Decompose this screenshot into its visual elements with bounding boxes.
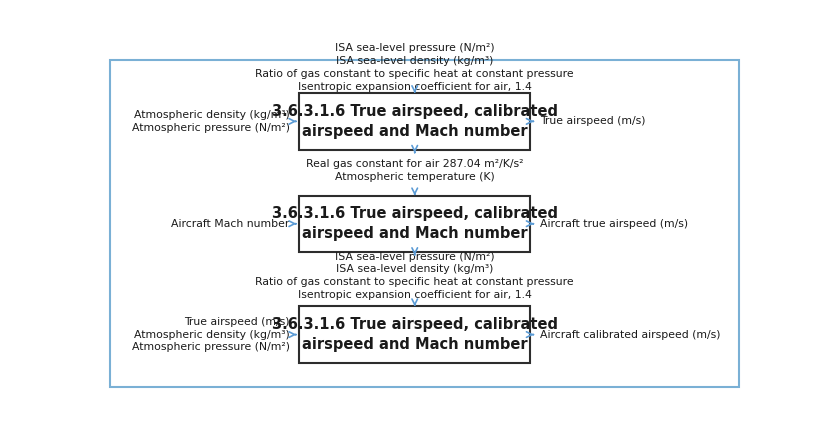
Text: 3.6.3.1.6 True airspeed, calibrated
airspeed and Mach number: 3.6.3.1.6 True airspeed, calibrated airs… bbox=[271, 104, 557, 139]
Text: Aircraft true airspeed (m/s): Aircraft true airspeed (m/s) bbox=[539, 219, 687, 229]
Text: 3.6.3.1.6 True airspeed, calibrated
airspeed and Mach number: 3.6.3.1.6 True airspeed, calibrated airs… bbox=[271, 317, 557, 352]
Bar bbox=[299, 307, 529, 363]
Text: Real gas constant for air 287.04 m²/K/s²
Atmospheric temperature (K): Real gas constant for air 287.04 m²/K/s²… bbox=[306, 159, 523, 182]
Text: Aircraft calibrated airspeed (m/s): Aircraft calibrated airspeed (m/s) bbox=[539, 330, 719, 340]
Text: Atmospheric density (kg/m³)
Atmospheric pressure (N/m²): Atmospheric density (kg/m³) Atmospheric … bbox=[131, 110, 289, 133]
Text: Aircraft Mach number: Aircraft Mach number bbox=[171, 219, 289, 229]
Text: ISA sea-level pressure (N/m²)
ISA sea-level density (kg/m³)
Ratio of gas constan: ISA sea-level pressure (N/m²) ISA sea-le… bbox=[255, 43, 573, 92]
Text: True airspeed (m/s): True airspeed (m/s) bbox=[539, 117, 644, 126]
Text: ISA sea-level pressure (N/m²)
ISA sea-level density (kg/m³)
Ratio of gas constan: ISA sea-level pressure (N/m²) ISA sea-le… bbox=[255, 252, 573, 300]
Bar bbox=[299, 195, 529, 252]
Text: True airspeed (m/s)
Atmospheric density (kg/m³)
Atmospheric pressure (N/m²): True airspeed (m/s) Atmospheric density … bbox=[131, 317, 289, 352]
Text: 3.6.3.1.6 True airspeed, calibrated
airspeed and Mach number: 3.6.3.1.6 True airspeed, calibrated airs… bbox=[271, 206, 557, 241]
Bar bbox=[299, 93, 529, 150]
